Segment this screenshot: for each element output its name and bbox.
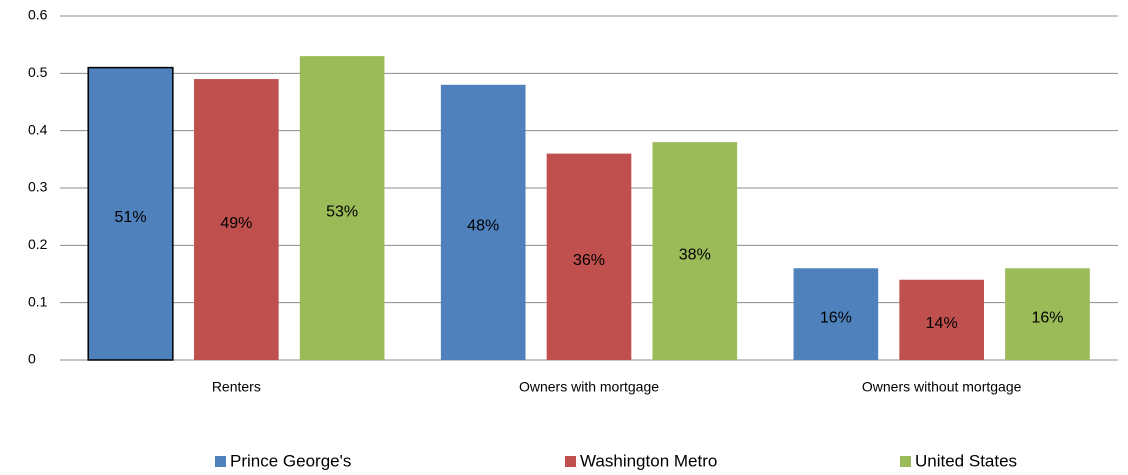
x-tick-label: Renters xyxy=(212,379,261,395)
y-tick-label: 0.6 xyxy=(28,7,48,23)
data-label: 38% xyxy=(679,246,711,263)
y-tick-label: 0.4 xyxy=(28,121,48,137)
bar xyxy=(440,84,526,361)
data-label: 51% xyxy=(115,209,147,226)
legend-swatch xyxy=(565,456,576,467)
y-tick-label: 0.2 xyxy=(28,236,48,252)
y-tick-label: 0.1 xyxy=(28,293,48,309)
legend-label: United States xyxy=(915,451,1017,470)
data-label: 48% xyxy=(467,218,499,235)
bar xyxy=(652,142,738,360)
y-tick-label: 0.5 xyxy=(28,64,48,80)
legend-label: Washington Metro xyxy=(580,451,717,470)
data-label: 36% xyxy=(573,252,605,269)
bar xyxy=(299,56,385,361)
bar xyxy=(194,79,279,361)
data-label: 16% xyxy=(820,309,852,326)
data-label: 49% xyxy=(220,215,252,232)
y-tick-label: 0.3 xyxy=(28,179,48,195)
data-label: 14% xyxy=(926,315,958,332)
bar xyxy=(1005,268,1090,360)
x-tick-label: Owners with mortgage xyxy=(519,379,659,395)
x-tick-label: Owners without mortgage xyxy=(862,379,1022,395)
bar xyxy=(546,153,632,360)
data-label: 53% xyxy=(326,203,358,220)
legend-label: Prince George's xyxy=(230,451,351,470)
bar xyxy=(87,66,174,361)
y-tick-label: 0 xyxy=(28,351,36,367)
bar xyxy=(793,268,879,360)
data-label: 16% xyxy=(1031,309,1063,326)
legend-swatch xyxy=(900,456,911,467)
legend-swatch xyxy=(215,456,226,467)
bar xyxy=(899,279,984,360)
